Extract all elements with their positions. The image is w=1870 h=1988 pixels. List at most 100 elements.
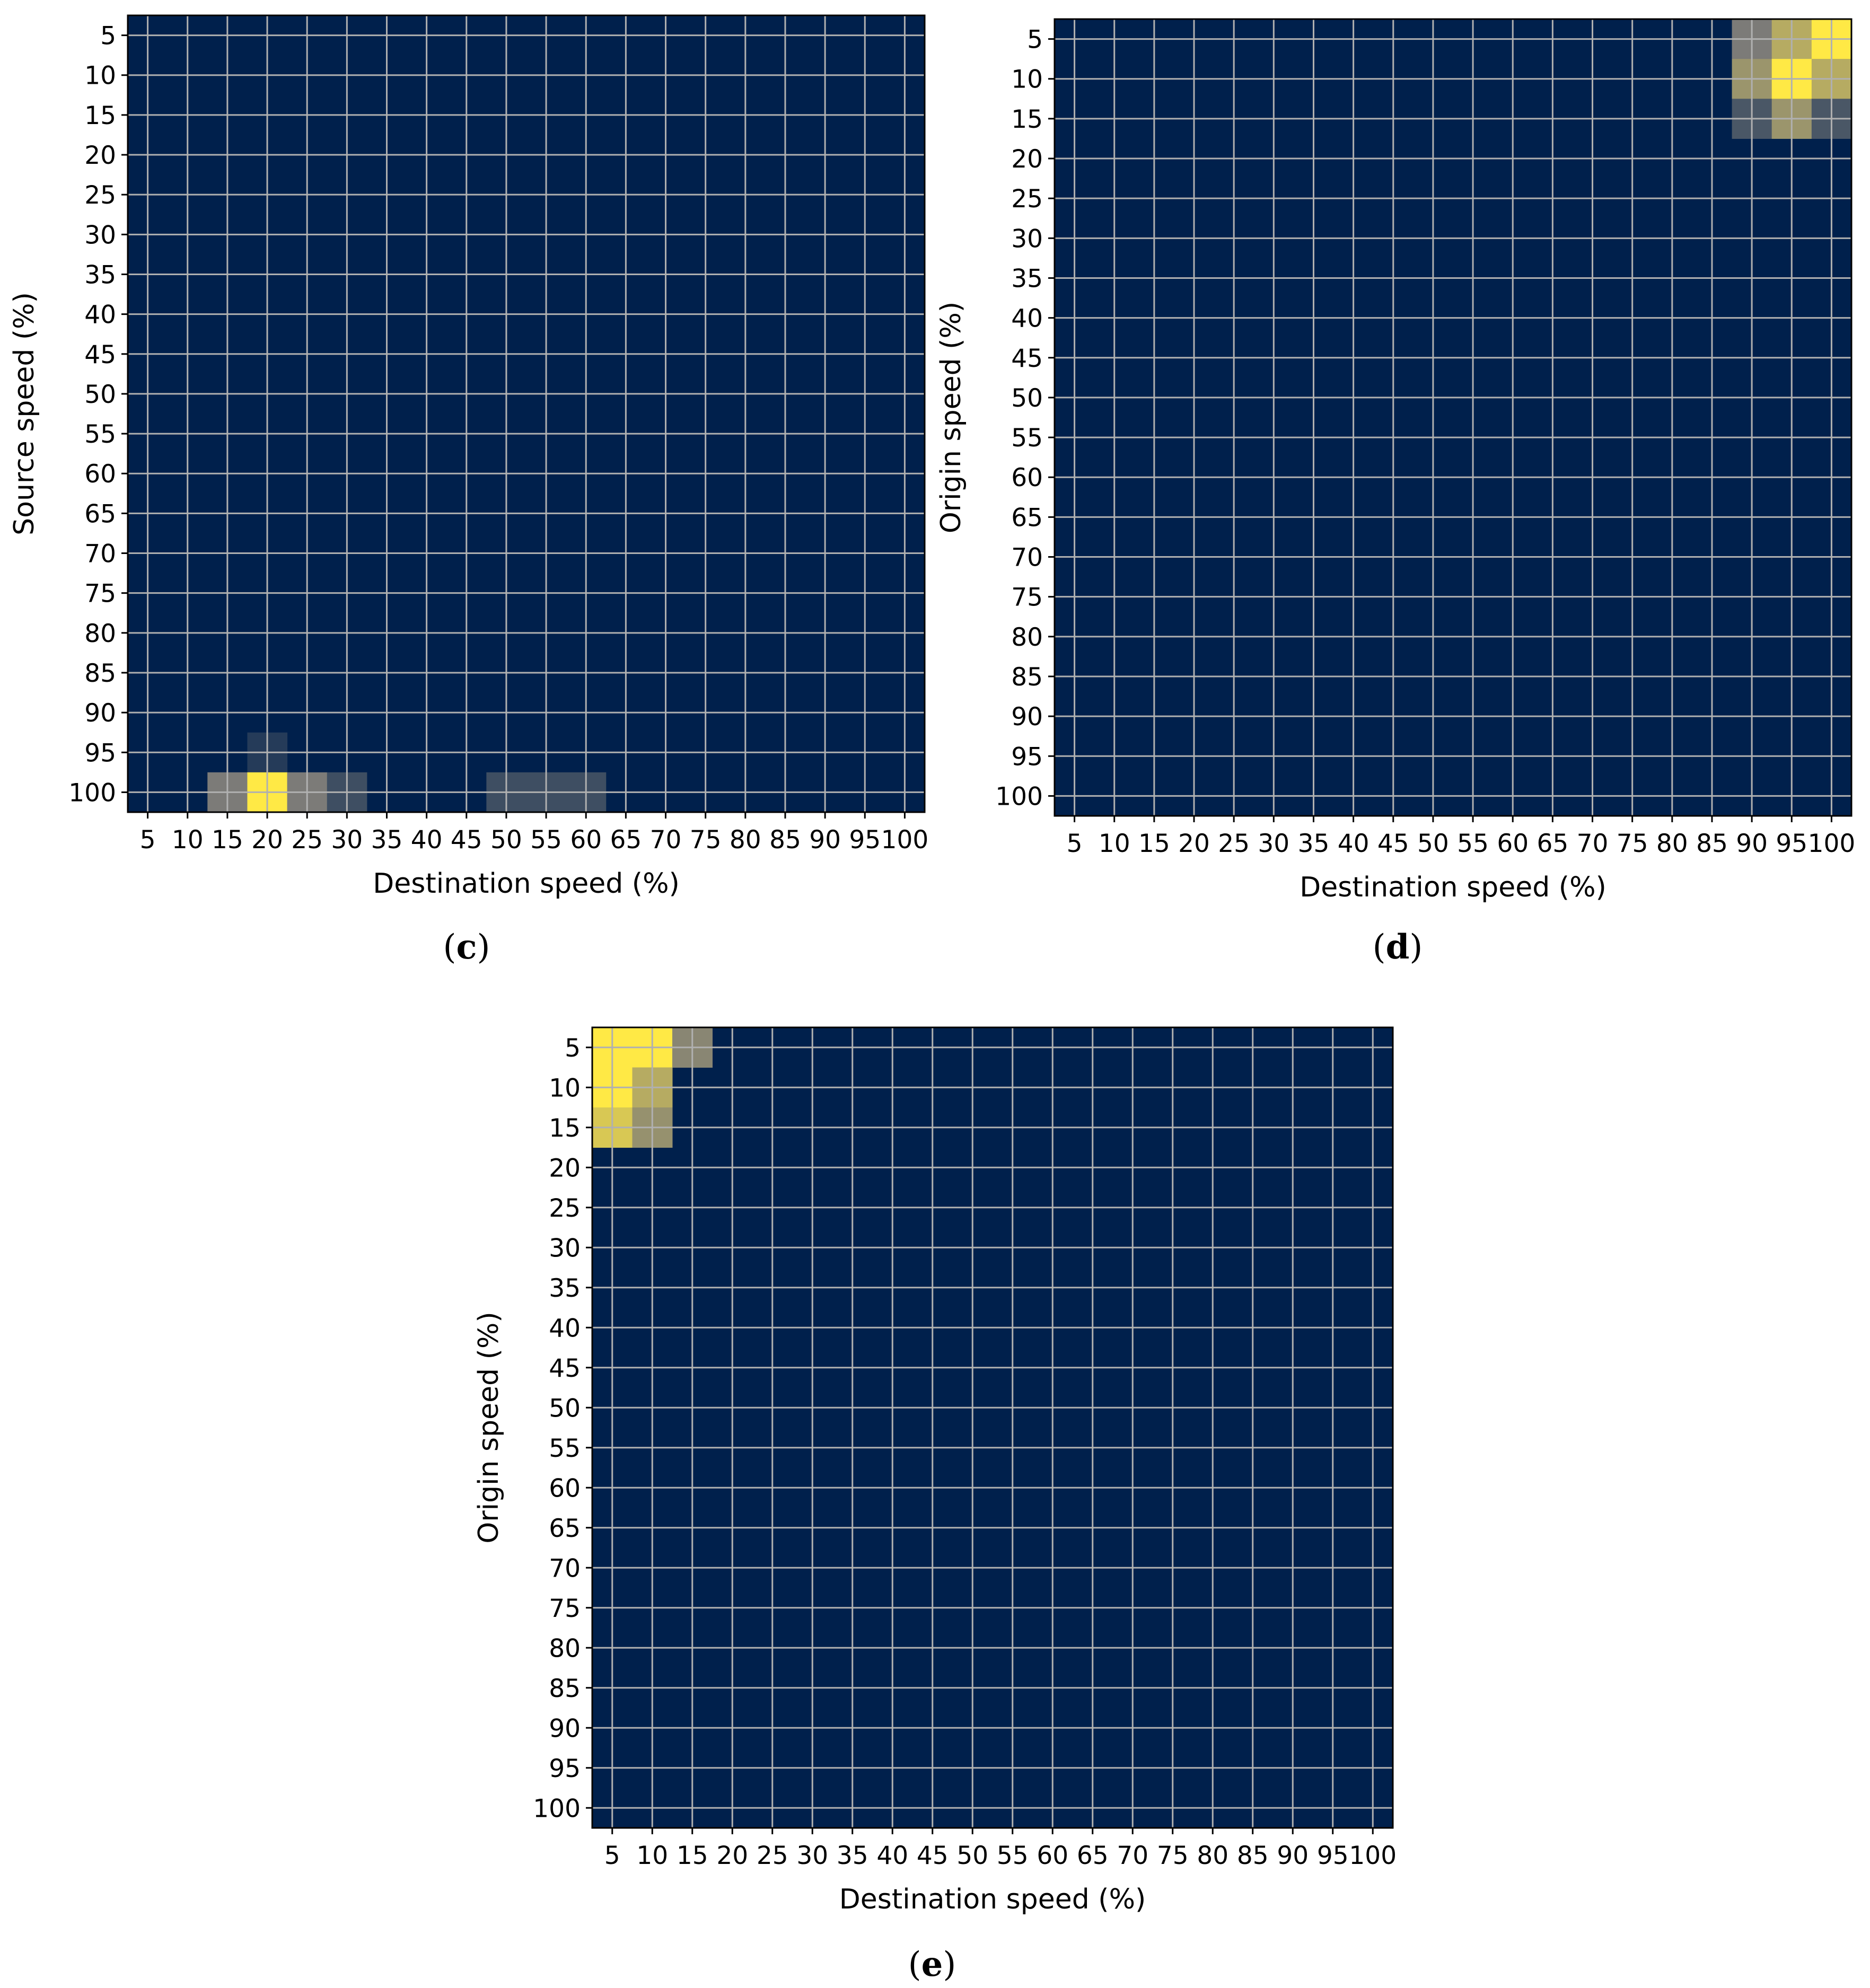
heatmap-background (128, 15, 925, 812)
y-tick-label: 10 (549, 1074, 581, 1103)
y-tick-label: 35 (549, 1274, 581, 1303)
y-tick-label: 70 (549, 1554, 581, 1583)
x-tick-label: 85 (1696, 829, 1728, 858)
heatmap-panel-e: 5 10 15 20 25 30 35 40 45 50 55 60 65 70 75 80 85 90 95 100… (473, 1026, 1397, 1984)
y-axis-label: Source speed (%) (8, 292, 40, 535)
y-tick-label: 55 (1011, 424, 1043, 453)
x-tick-label: 100 (1808, 829, 1856, 858)
x-tick-label: 70 (650, 825, 682, 855)
y-tick-label: 10 (1011, 65, 1043, 94)
x-tick-label: 20 (251, 825, 283, 855)
x-tick-label: 75 (690, 825, 722, 855)
panel-caption: (e) (908, 1945, 956, 1984)
x-tick-label: 5 (140, 825, 156, 855)
y-tick-label: 45 (84, 340, 116, 370)
x-tick-label: 95 (1317, 1841, 1349, 1870)
x-tick-label: 25 (1218, 829, 1250, 858)
y-tick-label: 85 (1011, 663, 1043, 692)
y-tick-label: 15 (549, 1114, 581, 1143)
x-tick-label: 60 (570, 825, 602, 855)
x-tick-label: 85 (769, 825, 801, 855)
y-tick-label: 60 (84, 460, 116, 489)
y-tick-label: 60 (1011, 463, 1043, 492)
y-tick-label: 10 (84, 61, 116, 91)
y-tick-label: 35 (1011, 264, 1043, 293)
y-tick-label: 20 (1011, 145, 1043, 174)
x-tick-label: 5 (604, 1841, 620, 1870)
x-tick-label: 55 (997, 1841, 1029, 1870)
plot-frame (127, 14, 926, 813)
x-tick-label: 65 (1537, 829, 1568, 858)
y-tick-label: 70 (1011, 543, 1043, 573)
x-tick-label: 95 (849, 825, 881, 855)
x-tick-label: 30 (1258, 829, 1289, 858)
y-tick-label: 75 (84, 579, 116, 609)
y-tick-label: 50 (84, 380, 116, 409)
x-tick-label: 45 (451, 825, 482, 855)
x-tick-label: 55 (1457, 829, 1489, 858)
x-tick-label: 70 (1577, 829, 1609, 858)
x-axis-label: Destination speed (%) (1300, 872, 1606, 903)
y-tick-label: 90 (84, 699, 116, 728)
caption-close-paren: ) (943, 1945, 956, 1984)
y-tick-label: 25 (84, 181, 116, 210)
y-tick-label: 40 (549, 1314, 581, 1343)
x-tick-label: 65 (1077, 1841, 1109, 1870)
x-axis-label: Destination speed (%) (373, 868, 680, 900)
x-tick-label: 75 (1157, 1841, 1189, 1870)
y-tick-label: 30 (84, 221, 116, 250)
y-tick-label: 35 (84, 260, 116, 289)
y-tick-label: 95 (84, 738, 116, 768)
x-tick-label: 75 (1617, 829, 1648, 858)
y-tick-label: 45 (1011, 344, 1043, 373)
x-tick-label: 100 (1349, 1841, 1397, 1870)
y-tick-label: 80 (1011, 623, 1043, 652)
x-tick-label: 60 (1497, 829, 1529, 858)
x-tick-label: 80 (730, 825, 761, 855)
caption-close-paren: ) (477, 928, 490, 967)
heatmap-panel-c: 5 10 15 20 25 30 35 40 45 50 55 60 65 70 75 80 85 90 95 100… (8, 14, 928, 967)
y-tick-label: 100 (533, 1794, 581, 1823)
y-tick-label: 25 (549, 1194, 581, 1223)
x-tick-label: 40 (411, 825, 443, 855)
heatmap-background (592, 1027, 1393, 1828)
y-tick-label: 50 (1011, 384, 1043, 413)
y-tick-label: 55 (84, 420, 116, 449)
x-tick-label: 90 (1277, 1841, 1309, 1870)
y-tick-label: 90 (549, 1714, 581, 1743)
x-tick-label: 5 (1067, 829, 1083, 858)
x-tick-label: 25 (291, 825, 323, 855)
y-axis-label: Origin speed (%) (473, 1312, 505, 1543)
x-tick-label: 55 (530, 825, 562, 855)
y-tick-label: 100 (68, 778, 116, 807)
heatmap-background (1055, 19, 1851, 816)
y-tick-label: 25 (1011, 184, 1043, 214)
y-tick-label: 75 (1011, 583, 1043, 612)
y-tick-label: 60 (549, 1474, 581, 1503)
y-tick-label: 40 (1011, 304, 1043, 333)
x-tick-label: 20 (1178, 829, 1210, 858)
heatmap-panel-d: 5 10 15 20 25 30 35 40 45 50 55 60 65 70 75 80 85 90 95 100… (935, 18, 1856, 967)
y-tick-label: 30 (1011, 224, 1043, 253)
y-tick-label: 95 (1011, 742, 1043, 771)
panel-caption: (d) (1373, 927, 1423, 967)
y-tick-label: 55 (549, 1434, 581, 1463)
y-tick-label: 95 (549, 1754, 581, 1783)
y-tick-label: 100 (995, 782, 1043, 811)
x-tick-label: 60 (1037, 1841, 1068, 1870)
caption-close-paren: ) (1409, 928, 1423, 967)
y-tick-label: 20 (84, 141, 116, 170)
x-axis-label: Destination speed (%) (839, 1884, 1146, 1915)
y-axis-label: Origin speed (%) (935, 302, 967, 533)
y-tick-label: 5 (100, 22, 116, 51)
caption-open-paren: ( (1373, 928, 1386, 967)
x-tick-label: 15 (212, 825, 243, 855)
x-tick-label: 50 (956, 1841, 988, 1870)
x-tick-label: 70 (1117, 1841, 1148, 1870)
y-tick-label: 65 (84, 499, 116, 529)
x-tick-label: 20 (716, 1841, 748, 1870)
y-tick-label: 5 (1027, 25, 1043, 55)
caption-letter: e (921, 1945, 943, 1984)
plot-frame (591, 1026, 1394, 1829)
